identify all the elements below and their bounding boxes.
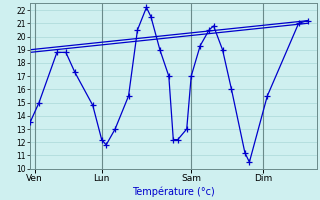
- X-axis label: Température (°c): Température (°c): [132, 186, 215, 197]
